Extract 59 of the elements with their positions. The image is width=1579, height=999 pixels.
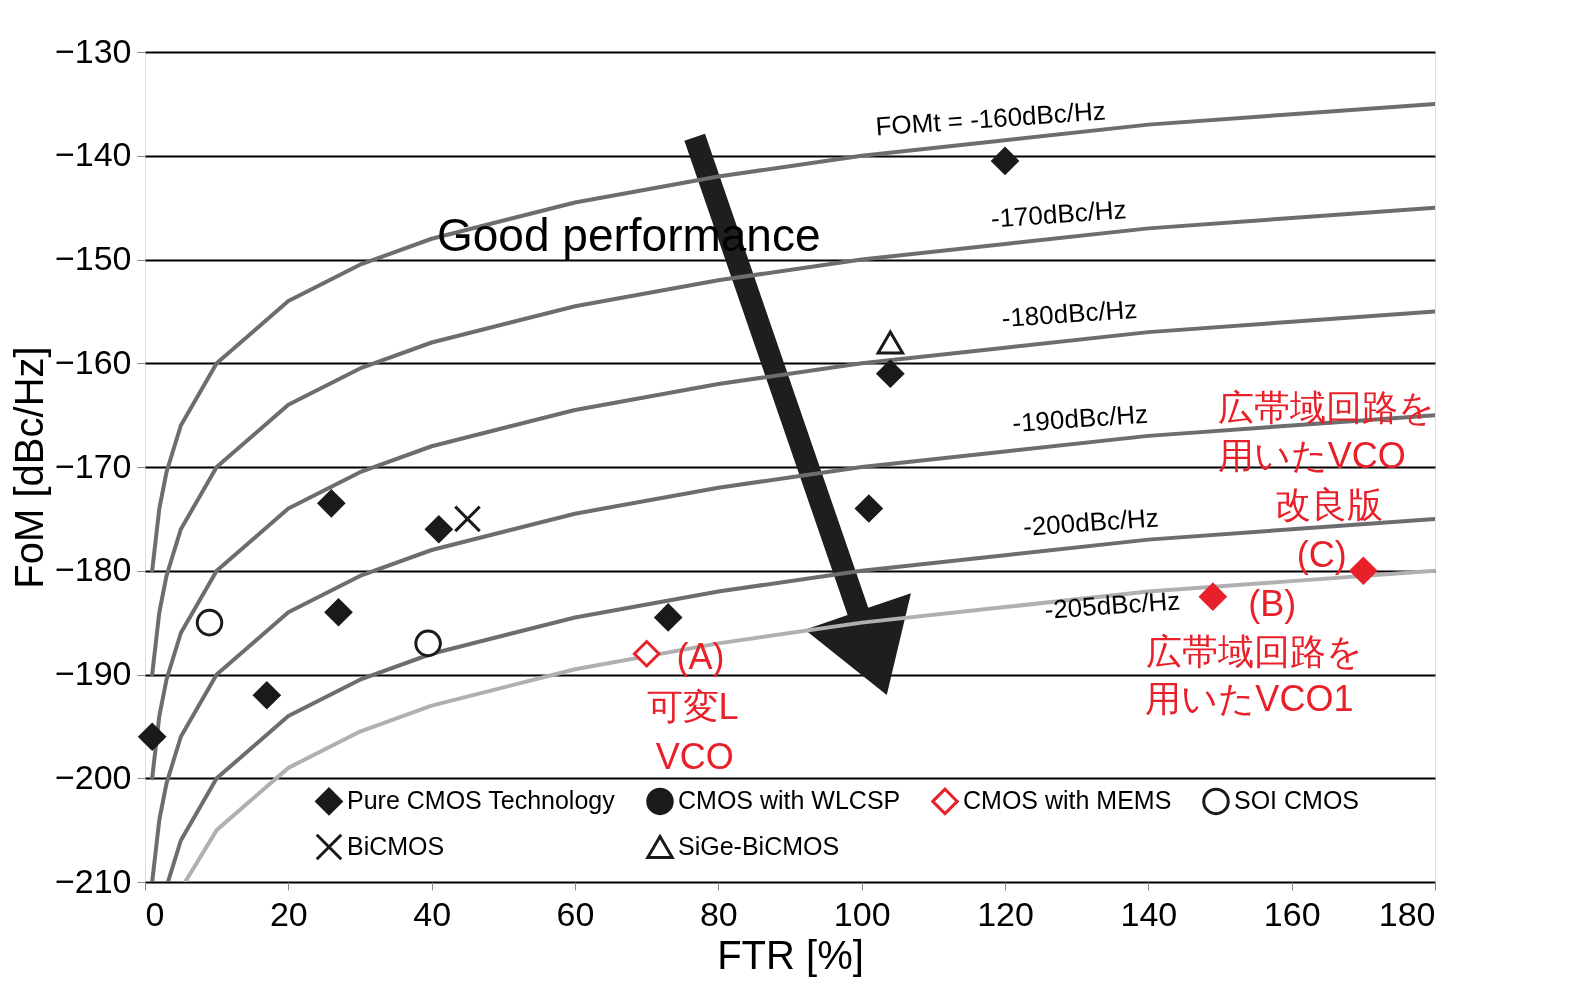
annotation: -190dBc/Hz [1011,398,1149,438]
legend-label: Pure CMOS Technology [347,786,616,815]
x-tick-label: 160 [1263,894,1321,933]
annotation: -180dBc/Hz [1000,293,1139,334]
x-axis-title: FTR [%] [717,932,864,977]
x-tick-label: 60 [556,894,595,933]
x-tick-label: 100 [833,894,891,933]
annotation: (C) [1296,534,1347,576]
y-tick-label: −170 [54,446,132,485]
point [1199,582,1227,611]
point [414,629,442,658]
point [453,505,482,533]
legend-label: SOI CMOS [1234,786,1360,815]
point [876,330,905,355]
legend-label: CMOS with MEMS [963,786,1172,815]
point [253,681,281,709]
point [195,608,224,637]
x-tick-label: 0 [145,894,165,933]
legend-label: CMOS with WLCSP [678,786,901,815]
annotation: 改良版 [1274,484,1383,526]
legend-label: BiCMOS [347,832,445,860]
point [654,603,682,632]
point [317,489,346,518]
point [876,359,905,388]
x-tick-label: 120 [977,894,1034,933]
annotation: (B) [1248,582,1297,624]
annotation: 用いたVCO1 [1145,678,1354,720]
annotation: VCO [655,735,734,777]
y-tick-label: −210 [54,861,132,900]
point [138,723,166,751]
y-tick-label: −190 [54,654,132,692]
point [324,598,353,626]
point [855,494,883,523]
annotation: -205dBc/Hz [1043,585,1182,625]
x-tick-label: 40 [413,894,452,933]
point [632,640,661,668]
annotation: 可変L [646,685,739,727]
x-tick-label: 80 [699,894,738,933]
x-tick-label: 180 [1378,894,1436,933]
annotation: 広帯域回路を [1145,630,1363,672]
annotation: -200dBc/Hz [1022,502,1160,542]
point [1349,557,1378,585]
point [425,515,453,543]
y-tick-label: −150 [54,239,132,277]
point [991,147,1019,175]
y-tick-label: −180 [54,550,132,589]
legend-label: SiGe-BiCMOS [678,832,840,860]
y-tick-label: −200 [54,757,132,796]
annotation: -170dBc/Hz [989,194,1128,234]
y-tick-label: −140 [54,135,132,174]
annotation: (A) [676,635,725,677]
y-axis-title: FoM [dBc/Hz] [6,346,51,589]
line-series [150,101,1435,573]
x-tick-label: 140 [1120,894,1178,933]
y-tick-label: −130 [54,31,132,70]
x-tick-label: 20 [269,894,308,933]
annotation: FOMt = -160dBc/Hz [874,95,1107,142]
y-tick-label: −160 [54,342,132,381]
annotation: 用いたVCO [1217,434,1406,476]
